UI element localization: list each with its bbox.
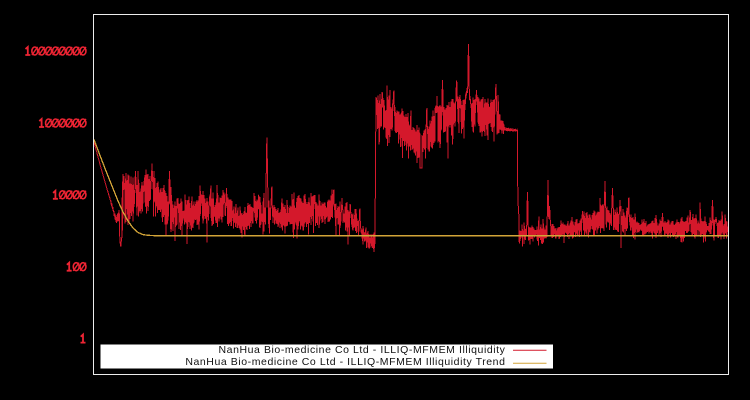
svg-text:NanHua Bio-medicine Co Ltd - I: NanHua Bio-medicine Co Ltd - ILLIQ-MFMEM…	[219, 344, 506, 356]
svg-text:NanHua Bio-medicine Co Ltd - I: NanHua Bio-medicine Co Ltd - ILLIQ-MFMEM…	[185, 356, 505, 368]
